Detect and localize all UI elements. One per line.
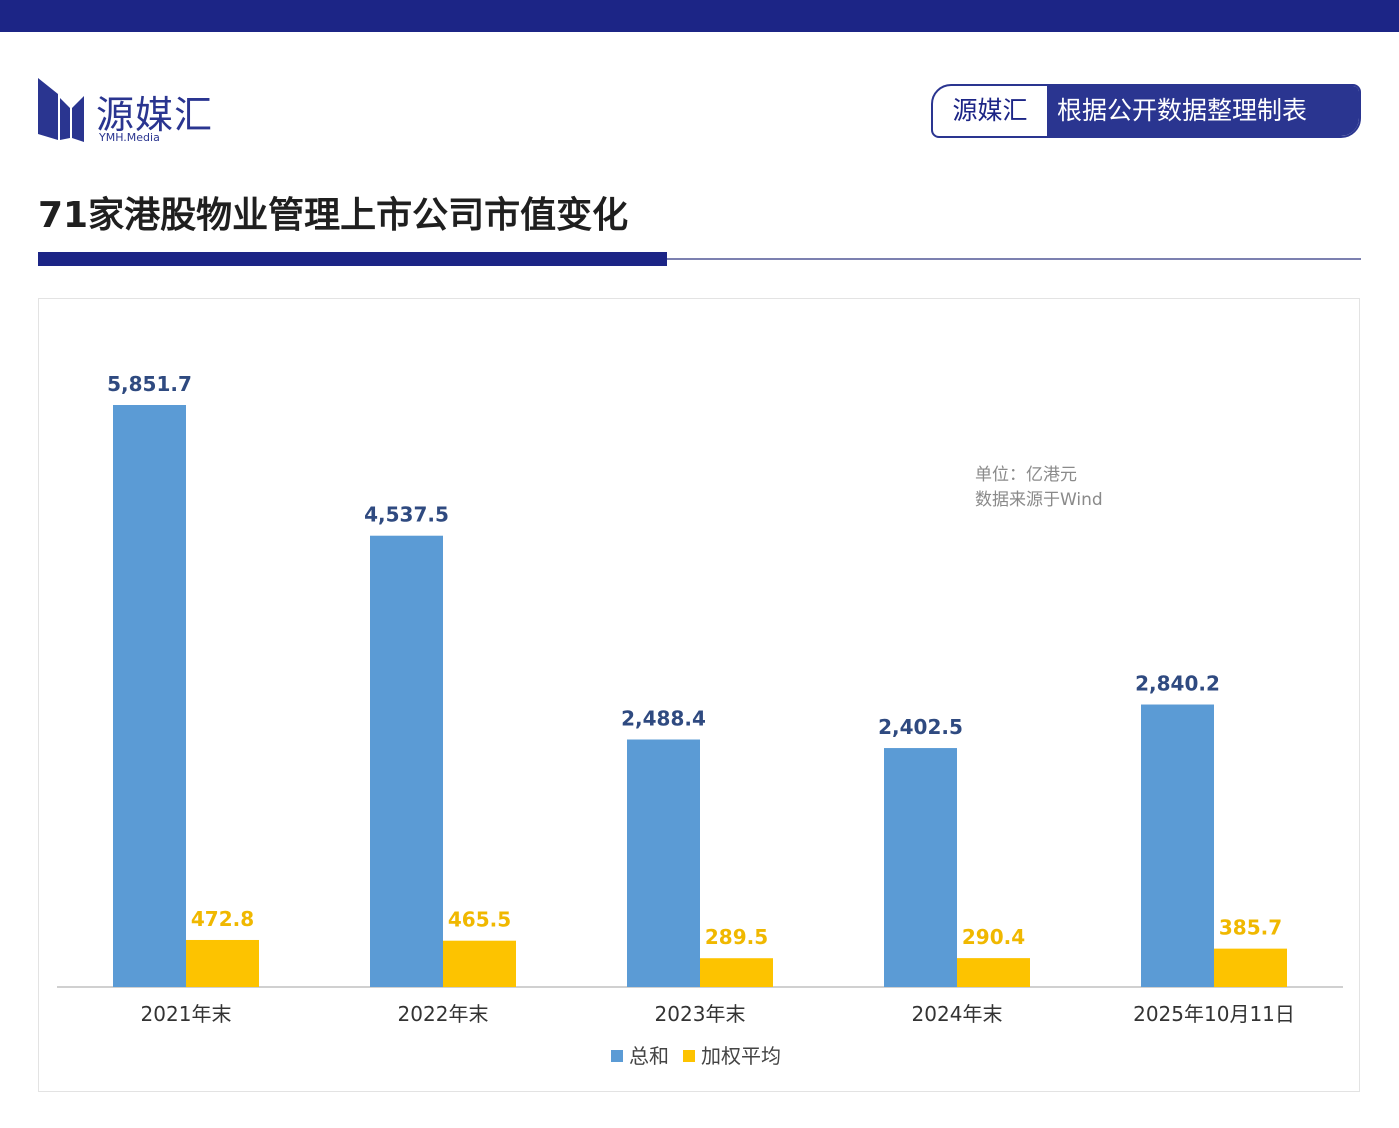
data-label-weighted: 465.5 <box>448 908 511 932</box>
top-bar <box>0 0 1399 32</box>
bar-total <box>113 405 186 987</box>
data-label-total: 2,488.4 <box>621 707 706 731</box>
data-label-weighted: 472.8 <box>191 907 254 931</box>
bar-weighted <box>1214 948 1287 987</box>
source-note: 数据来源于Wind <box>975 490 1103 510</box>
data-label-total: 2,840.2 <box>1135 672 1220 696</box>
data-label-total: 4,537.5 <box>364 503 449 527</box>
brand-subtitle: YMH.Media <box>99 131 160 144</box>
x-tick-label: 2025年10月11日 <box>1133 1002 1295 1026</box>
legend-swatch-total <box>611 1050 623 1062</box>
unit-note: 单位：亿港元 <box>975 465 1077 485</box>
bar-weighted <box>443 940 516 987</box>
bar-weighted <box>700 958 773 987</box>
chart-title: 71家港股物业管理上市公司市值变化 <box>38 195 629 236</box>
brand-name: 源媒汇 <box>96 93 214 137</box>
legend-label-weighted: 加权平均 <box>701 1044 781 1068</box>
chart-notes: 单位：亿港元 数据来源于Wind <box>975 463 1103 513</box>
bar-total <box>1141 704 1214 987</box>
bar-total <box>370 535 443 987</box>
data-label-weighted: 385.7 <box>1219 916 1282 940</box>
x-tick-label: 2021年末 <box>141 1002 232 1026</box>
source-badge: 源媒汇 根据公开数据整理制表 <box>931 84 1361 138</box>
data-label-weighted: 289.5 <box>705 925 768 949</box>
bar-total <box>884 748 957 987</box>
title-underline-thin <box>667 258 1361 260</box>
legend-swatch-weighted <box>683 1050 695 1062</box>
x-tick-label: 2023年末 <box>655 1002 746 1026</box>
ymh-logo-icon <box>38 78 84 142</box>
bar-weighted <box>186 939 259 987</box>
title-underline-thick <box>38 252 667 266</box>
x-tick-label: 2022年末 <box>398 1002 489 1026</box>
x-tick-label: 2024年末 <box>912 1002 1003 1026</box>
data-label-total: 5,851.7 <box>107 372 192 396</box>
bar-chart: 5,851.7 472.8 2021年末 4,537.5 465.5 2022年末 2,48… <box>57 372 1343 1068</box>
badge-source-text: 根据公开数据整理制表 <box>1047 86 1359 136</box>
data-label-total: 2,402.5 <box>878 715 963 739</box>
chart-panel: 5,851.7 472.8 2021年末 4,537.5 465.5 2022年末 2,48… <box>38 298 1360 1092</box>
data-label-weighted: 290.4 <box>962 925 1025 949</box>
bar-weighted <box>957 958 1030 987</box>
badge-brand: 源媒汇 <box>952 96 1028 125</box>
legend-label-total: 总和 <box>629 1044 669 1068</box>
bar-total <box>627 739 700 987</box>
